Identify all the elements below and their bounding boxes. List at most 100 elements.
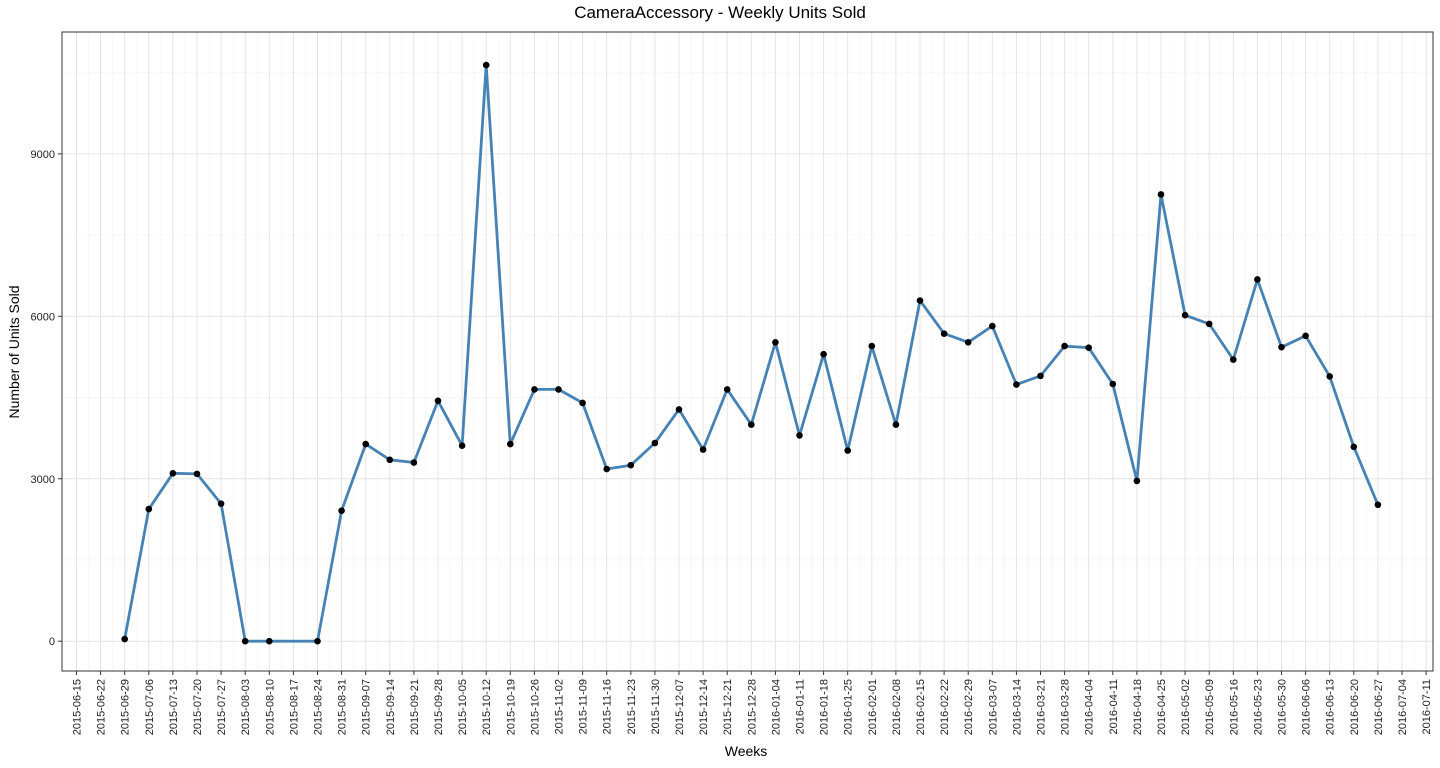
data-point — [844, 447, 851, 454]
x-tick-label: 2016-01-18 — [819, 679, 831, 735]
x-tick-label: 2015-08-31 — [337, 679, 349, 735]
data-point — [748, 421, 755, 428]
data-point — [458, 442, 466, 450]
data-point — [1350, 443, 1358, 451]
x-tick-label: 2016-02-15 — [915, 679, 927, 735]
x-tick-label: 2016-05-02 — [1180, 679, 1192, 735]
x-tick-label: 2015-06-29 — [120, 679, 132, 735]
x-tick-label: 2015-11-09 — [578, 679, 590, 734]
x-tick-label: 2016-05-30 — [1277, 679, 1289, 735]
data-point — [651, 439, 659, 447]
x-tick-label: 2016-04-11 — [1108, 679, 1120, 734]
data-point — [1205, 320, 1213, 328]
x-axis-label: Weeks — [724, 743, 768, 759]
data-point — [868, 342, 876, 350]
x-tick-label: 2015-11-23 — [626, 679, 638, 734]
data-point — [193, 470, 201, 478]
data-point — [964, 338, 972, 346]
data-point — [1013, 381, 1020, 388]
x-tick-label: 2016-03-21 — [1036, 679, 1048, 735]
x-tick-label: 2016-04-18 — [1132, 679, 1144, 735]
x-tick-label: 2016-05-09 — [1204, 679, 1216, 735]
data-point — [916, 297, 924, 304]
x-tick-label: 2016-04-04 — [1084, 679, 1096, 735]
data-point — [1326, 373, 1333, 380]
data-point — [820, 350, 827, 358]
x-tick-label: 2016-07-11 — [1421, 679, 1433, 734]
data-point — [892, 421, 900, 428]
x-tick-label: 2015-08-03 — [240, 679, 252, 735]
y-tick-label: 9000 — [31, 149, 55, 161]
data-point — [266, 637, 273, 645]
x-tick-label: 2016-03-07 — [987, 679, 999, 735]
y-tick-label: 3000 — [31, 474, 55, 486]
plot-border — [61, 31, 1434, 672]
x-tick-label: 2016-02-01 — [867, 679, 879, 735]
x-tick-label: 2016-01-04 — [770, 679, 782, 735]
x-tick-label: 2015-07-06 — [144, 679, 156, 735]
x-tick-label: 2016-07-04 — [1397, 679, 1409, 735]
x-tick-label: 2016-03-14 — [1011, 679, 1023, 735]
x-tick-label: 2016-06-27 — [1373, 679, 1385, 735]
x-tick-label: 2015-07-13 — [168, 679, 180, 735]
x-tick-label: 2015-08-24 — [313, 679, 325, 735]
data-point — [314, 637, 321, 645]
x-tick-label: 2015-07-20 — [192, 679, 204, 735]
x-tick-label: 2016-05-23 — [1252, 679, 1264, 735]
data-point — [482, 61, 490, 69]
data-point — [699, 446, 707, 453]
data-point — [338, 507, 345, 515]
chart-title: CameraAccessory - Weekly Units Sold — [574, 3, 866, 22]
data-point — [1133, 477, 1141, 485]
data-point — [1254, 276, 1261, 283]
x-tick-label: 2015-10-26 — [529, 679, 541, 735]
x-tick-label: 2015-10-12 — [481, 679, 493, 735]
x-tick-label: 2015-11-02 — [554, 679, 566, 734]
x-tick-label: 2015-09-07 — [361, 679, 373, 735]
series-line — [123, 63, 1380, 643]
x-tick-label: 2015-12-14 — [698, 679, 710, 735]
data-point — [579, 399, 586, 407]
x-tick-label: 2016-06-13 — [1325, 679, 1337, 735]
data-point — [796, 432, 803, 439]
data-point — [434, 397, 442, 405]
x-tick-label: 2015-12-07 — [674, 679, 686, 735]
data-point — [940, 330, 948, 337]
data-point — [145, 505, 153, 513]
x-tick-label: 2016-06-20 — [1349, 679, 1361, 735]
x-tick-label: 2016-05-16 — [1228, 679, 1240, 735]
y-tick-label: 0 — [49, 636, 55, 648]
data-point — [1037, 372, 1044, 380]
data-point — [555, 386, 562, 393]
data-point — [531, 386, 538, 393]
data-point — [723, 386, 731, 393]
data-point — [1230, 356, 1237, 363]
data-point — [1061, 342, 1068, 350]
x-tick-label: 2016-06-06 — [1301, 679, 1313, 735]
x-tick-label: 2015-07-27 — [216, 679, 228, 735]
data-point — [1181, 311, 1189, 319]
data-point — [772, 338, 779, 346]
data-point — [386, 456, 394, 464]
x-tick-label: 2016-01-11 — [795, 679, 807, 734]
data-point — [362, 440, 370, 448]
x-tick-label: 2015-06-15 — [72, 679, 84, 735]
data-point — [627, 461, 635, 469]
data-point — [507, 440, 514, 448]
y-tick-label: 6000 — [31, 311, 55, 323]
x-tick-label: 2015-11-30 — [650, 679, 662, 734]
x-tick-label: 2015-10-05 — [457, 679, 469, 735]
data-point — [989, 322, 996, 330]
data-point — [1278, 343, 1285, 351]
data-point — [410, 459, 418, 466]
x-tick-label: 2016-01-25 — [843, 679, 855, 735]
data-point — [1302, 332, 1309, 340]
x-tick-label: 2016-03-28 — [1060, 679, 1072, 735]
x-tick-label: 2015-10-19 — [505, 679, 517, 735]
data-point — [217, 500, 225, 507]
x-tick-label: 2015-11-16 — [602, 679, 614, 734]
data-point — [241, 637, 249, 645]
x-tick-label: 2015-08-17 — [288, 679, 300, 735]
